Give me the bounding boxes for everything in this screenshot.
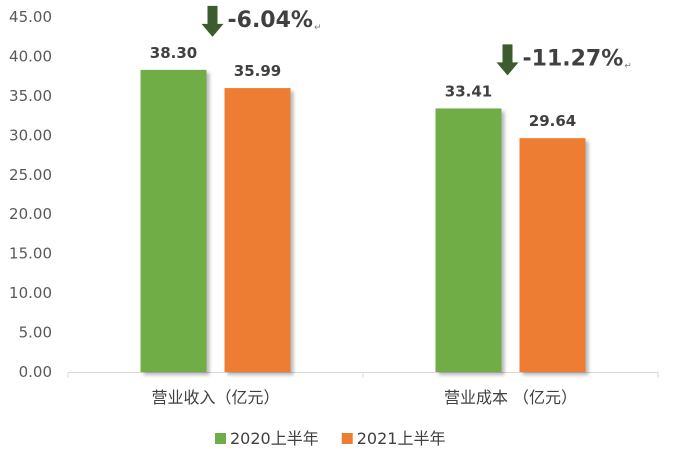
down-arrow-icon (201, 5, 224, 37)
y-tick-label: 45.00 (9, 8, 52, 26)
legend-label: 2020上半年 (230, 429, 319, 448)
bar (224, 88, 291, 372)
data-label: 35.99 (234, 62, 281, 80)
change-label: -11.27% (523, 46, 624, 71)
bar (140, 69, 207, 372)
legend-swatch (215, 433, 226, 444)
data-label: 38.30 (150, 44, 197, 62)
x-category-label: 营业收入（亿元） (151, 388, 279, 407)
legend-swatch (341, 433, 353, 444)
y-tick-label: 25.00 (9, 166, 52, 184)
y-axis: 0.00 5.00 10.00 15.00 20.00 25.00 30.00 35.00 40… (9, 8, 52, 381)
y-tick-label: 5.00 (19, 324, 52, 342)
bars (140, 69, 586, 372)
data-label: 33.41 (445, 82, 492, 100)
data-labels: 38.30 35.99 33.41 29.64 (150, 44, 576, 130)
down-arrow-icon (496, 44, 519, 76)
y-tick-label: 20.00 (9, 205, 52, 223)
bar (435, 108, 502, 372)
x-category-label: 营业成本 （亿元） (444, 388, 577, 407)
return-mark-icon: ↵ (314, 23, 322, 33)
change-label: -6.04% (228, 8, 313, 33)
y-tick-label: 15.00 (9, 245, 52, 263)
change-annotations: -6.04% ↵-11.27% ↵ (201, 5, 632, 76)
y-tick-label: 10.00 (9, 284, 52, 302)
y-tick-label: 30.00 (9, 126, 52, 144)
legend-label: 2021上半年 (357, 429, 446, 448)
y-tick-label: 35.00 (9, 87, 52, 105)
y-tick-label: 40.00 (9, 47, 52, 65)
data-label: 29.64 (529, 112, 576, 130)
bar (519, 138, 586, 372)
return-mark-icon: ↵ (624, 61, 632, 71)
y-tick-label: 0.00 (19, 363, 52, 381)
x-axis: 营业收入（亿元） 营业成本 （亿元） (67, 372, 659, 407)
legend: 2020上半年 2021上半年 (215, 429, 445, 448)
